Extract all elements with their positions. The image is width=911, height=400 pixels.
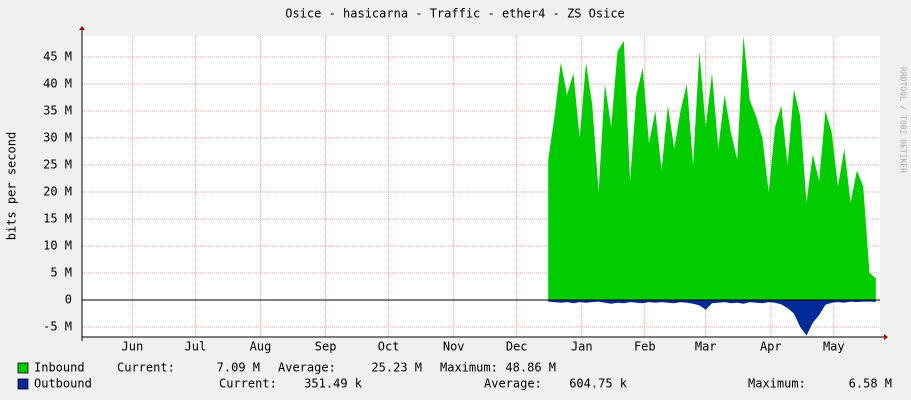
- x-tick-label: Jun: [122, 340, 144, 354]
- x-tick-label: May: [823, 340, 845, 354]
- axis-arrow: [884, 334, 888, 340]
- y-tick-label: 0: [65, 293, 72, 307]
- stat-label: Average:: [278, 361, 336, 375]
- area: [548, 36, 876, 301]
- legend-label: Inbound: [34, 361, 85, 375]
- legend-swatch: [17, 378, 29, 390]
- x-tick-label: Dec: [506, 340, 528, 354]
- y-tick-label: 45 M: [43, 50, 72, 64]
- stat-label: Current:: [117, 361, 175, 375]
- chart-title: Osice - hasicarna - Traffic - ether4 - Z…: [285, 7, 625, 21]
- x-tick-label: Aug: [250, 340, 272, 354]
- y-tick-label: 30 M: [43, 131, 72, 145]
- stat-label: Maximum:: [748, 377, 806, 391]
- x-tick-label: Feb: [634, 340, 656, 354]
- x-tick-label: Nov: [443, 340, 465, 354]
- x-tick-label: Jul: [185, 340, 207, 354]
- watermark: RRDTOOL / TOBI OETIKER: [899, 67, 908, 173]
- area: [548, 300, 876, 336]
- y-tick-label: 15 M: [43, 212, 72, 226]
- stat-value: 6.58 M: [849, 377, 892, 391]
- y-tick-label: 40 M: [43, 77, 72, 91]
- legend-label: Outbound: [34, 377, 92, 391]
- x-tick-label: Sep: [315, 340, 337, 354]
- y-tick-label: 5 M: [50, 266, 72, 280]
- x-tick-label: Oct: [378, 340, 400, 354]
- stat-value: 351.49 k: [304, 377, 363, 391]
- stat-label: Average:: [484, 377, 542, 391]
- stat-value: 48.86 M: [505, 361, 556, 375]
- x-tick-label: Mar: [695, 340, 717, 354]
- x-tick-label: Apr: [760, 340, 782, 354]
- y-tick-label: 20 M: [43, 185, 72, 199]
- y-tick-label: 10 M: [43, 239, 72, 253]
- stat-label: Maximum:: [440, 361, 498, 375]
- stat-value: 7.09 M: [217, 361, 260, 375]
- y-axis-label: bits per second: [5, 132, 19, 240]
- stat-label: Current:: [219, 377, 277, 391]
- x-tick-label: Jan: [571, 340, 593, 354]
- stat-value: 25.23 M: [371, 361, 422, 375]
- y-tick-label: -5 M: [43, 320, 72, 334]
- axis-arrow: [79, 26, 85, 30]
- stat-value: 604.75 k: [569, 377, 628, 391]
- legend-swatch: [17, 362, 29, 374]
- y-tick-label: 25 M: [43, 158, 72, 172]
- legend: Inbound Current: 7.09 M Average: 25.23 M…: [17, 361, 892, 391]
- y-tick-label: 35 M: [43, 104, 72, 118]
